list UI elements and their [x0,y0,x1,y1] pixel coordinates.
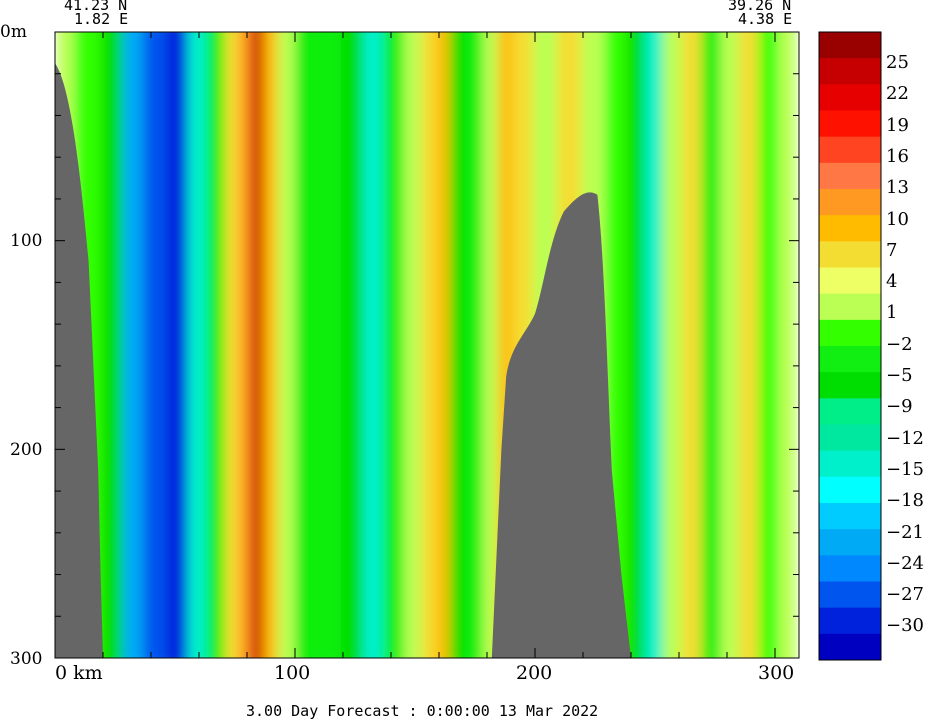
colorbar-label: −27 [886,584,924,606]
colorbar-band-22 [819,607,881,635]
colorbar-label: 1 [886,302,898,324]
colorbar-band-11 [819,319,881,347]
heat-cell-7 [206,32,229,658]
colorbar-band-12 [819,346,881,373]
heat-cell-6 [187,32,211,658]
heat-cell-15 [341,32,367,658]
colorbar-label: 13 [886,177,909,199]
axis-ticks [55,32,799,658]
x-tick-label-100: 100 [274,662,311,684]
heat-cell-22 [464,32,487,658]
y-tick-label-200: 200 [10,440,43,460]
colorbar-band-3 [819,110,881,138]
colorbar-label: −9 [886,396,913,418]
heat-cell-11 [263,32,282,658]
colorbar-band-7 [819,215,881,242]
heat-cell-5 [165,32,192,658]
heat-cell-8 [224,32,243,658]
y-tick-label-300: 300 [10,649,43,669]
colorbar-label: −5 [886,365,913,386]
colorbar-label: −18 [886,490,924,512]
colorbar-frame [818,31,882,661]
colorbar-label: −12 [886,427,924,449]
heatmap-field [56,32,797,658]
colorbar-band-14 [819,398,881,425]
heat-cell-13 [295,32,321,658]
land-west-shelf [55,63,103,658]
colorbar-band-23 [819,633,881,661]
heat-cell-14 [317,32,345,658]
heat-cell-30 [626,32,649,658]
colorbar-band-6 [819,189,881,216]
heat-cell-3 [122,32,147,658]
heat-cell-12 [277,32,300,658]
x-tick-label-0: 0 km [55,662,103,684]
colorbar-label: 10 [886,208,909,230]
colorbar-band-13 [819,372,881,399]
heat-cell-37 [758,32,782,658]
x-tick-label-200: 200 [516,662,553,684]
colorbar-band-20 [819,555,881,582]
colorbar-band-5 [819,162,881,190]
land-seamount [491,192,631,658]
colorbar-band-19 [819,529,881,556]
colorbar-band-1 [819,58,881,85]
heat-cell-36 [739,32,763,658]
heat-cell-21 [449,32,469,658]
heat-cell-38 [777,32,797,658]
heat-cell-18 [403,32,426,658]
colorbar-band-9 [819,267,881,295]
heat-cell-16 [362,32,387,658]
colorbar-label: −30 [886,615,924,637]
heat-cell-31 [644,32,667,658]
colorbar-label: 4 [886,271,898,293]
forecast-caption: 3.00 Day Forecast : 0:00:00 13 Mar 2022 [246,702,599,720]
plot-frame [54,31,800,659]
heat-cell-35 [720,32,744,658]
colorbar-label: 7 [886,239,898,261]
colorbar [819,32,881,661]
colorbar-band-10 [819,293,881,321]
left-longitude: 1.82 E [74,10,129,28]
colorbar-label: 25 [886,52,909,73]
colorbar-label: 22 [886,83,909,105]
colorbar-band-8 [819,241,881,268]
colorbar-label: −15 [886,458,924,480]
colorbar-band-0 [819,32,881,59]
heat-cell-2 [101,32,127,658]
right-longitude: 4.38 E [738,10,793,28]
heat-cell-19 [421,32,440,658]
colorbar-band-16 [819,450,881,478]
colorbar-label: −21 [886,521,924,543]
heat-cell-20 [435,32,453,658]
heat-cell-32 [662,32,686,658]
colorbar-label: −2 [886,333,913,355]
left-latitude: 41.23 N [64,0,128,14]
heat-cell-23 [482,32,503,658]
heat-cell-4 [143,32,170,658]
y-tick-label-0: 0m [0,22,27,42]
colorbar-band-18 [819,503,881,530]
right-latitude: 39.26 N [728,0,792,14]
colorbar-label: 19 [886,114,909,136]
colorbar-band-15 [819,424,881,452]
x-tick-label-300: 300 [758,662,795,684]
colorbar-label: 16 [886,145,909,167]
colorbar-band-17 [819,476,881,504]
heat-cell-33 [681,32,705,658]
land-mask [55,63,631,658]
heat-cell-17 [383,32,408,658]
y-tick-label-100: 100 [10,231,43,251]
colorbar-label: −24 [886,552,924,574]
colorbar-band-2 [819,84,881,111]
heat-cell-34 [701,32,725,658]
colorbar-band-4 [819,136,881,164]
colorbar-band-21 [819,581,881,609]
plot-area [55,32,797,658]
